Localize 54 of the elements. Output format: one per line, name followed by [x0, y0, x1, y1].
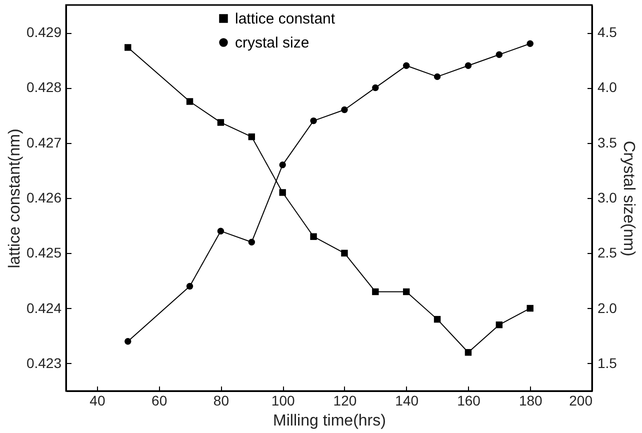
- point: [279, 162, 286, 168]
- x-tick-label: 60: [152, 392, 168, 408]
- x-tick-label: 100: [271, 392, 295, 408]
- y-tick-label: 0.426: [26, 190, 62, 206]
- point: [217, 228, 224, 234]
- y2-tick-label: 3.0: [598, 190, 618, 206]
- point: [279, 189, 286, 196]
- point: [248, 133, 255, 140]
- point: [464, 62, 472, 70]
- y2-tick-label: 2.5: [598, 244, 618, 261]
- legend-label: lattice constant: [235, 10, 336, 28]
- point: [496, 51, 503, 58]
- point: [372, 84, 379, 92]
- point: [124, 338, 132, 345]
- x-tick-label: 120: [333, 392, 357, 408]
- y2-axis-title: Crystal size(nm): [620, 140, 637, 256]
- point: [403, 288, 410, 296]
- y-tick-label: 0.424: [26, 300, 62, 316]
- y-axis-title: lattice constant(nm): [6, 128, 24, 268]
- point: [526, 40, 534, 47]
- point: [310, 117, 317, 124]
- x-tick-label: 200: [569, 392, 593, 408]
- point: [496, 321, 503, 328]
- x-tick-label: 40: [90, 392, 106, 408]
- point: [403, 62, 410, 70]
- point: [186, 282, 194, 290]
- point: [341, 106, 348, 114]
- y-tick-label: 0.427: [26, 134, 62, 150]
- point: [217, 119, 224, 126]
- x-tick-label: 80: [213, 392, 230, 408]
- point: [124, 44, 132, 51]
- point: [186, 98, 194, 105]
- point: [526, 304, 534, 312]
- x-axis-title: Milling time(hrs): [273, 412, 386, 430]
- y-tick-label: 0.425: [26, 244, 62, 261]
- y2-tick-label: 3.5: [598, 134, 618, 150]
- point: [464, 349, 472, 356]
- y2-tick-label: 4.0: [598, 79, 618, 96]
- y-tick-label: 0.423: [26, 354, 62, 371]
- x-tick-label: 180: [518, 392, 543, 408]
- legend-label: crystal size: [235, 34, 310, 52]
- point: [434, 73, 441, 80]
- y2-tick-label: 2.0: [598, 300, 618, 316]
- y2-tick-label: 1.5: [598, 354, 618, 371]
- y2-tick-label: 4.5: [598, 24, 618, 40]
- point: [434, 316, 441, 323]
- x-tick-label: 160: [457, 392, 481, 408]
- y-tick-label: 0.429: [26, 24, 62, 40]
- y-tick-label: 0.428: [26, 79, 62, 96]
- point: [372, 288, 379, 296]
- point: [310, 233, 317, 240]
- point: [341, 250, 348, 256]
- x-tick-label: 140: [395, 392, 419, 408]
- point: [248, 238, 255, 246]
